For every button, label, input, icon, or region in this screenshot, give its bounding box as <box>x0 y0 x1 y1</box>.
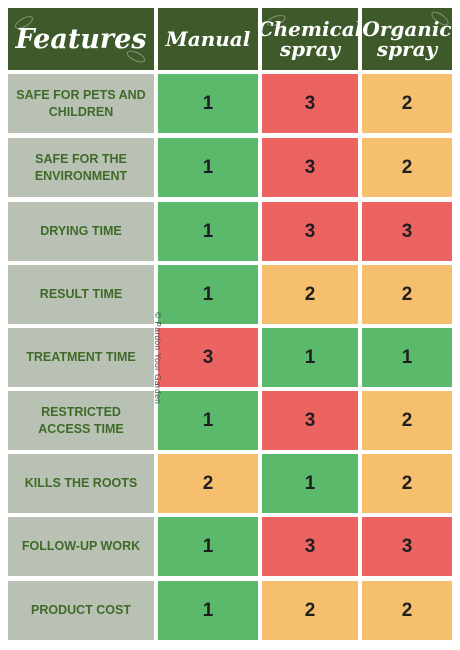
score-cell-manual: 1 <box>158 74 258 133</box>
column-header-label: Organic spray <box>362 17 452 61</box>
score-cell-organic-spray: 2 <box>362 391 452 450</box>
features-header: Features <box>8 8 154 70</box>
score-cell-chemical-spray: 3 <box>262 391 358 450</box>
score-cell-chemical-spray: 3 <box>262 74 358 133</box>
score-cell-organic-spray: 3 <box>362 202 452 261</box>
score-cell-chemical-spray: 1 <box>262 454 358 513</box>
feature-label: PRODUCT COST <box>8 581 154 640</box>
score-cell-chemical-spray: 3 <box>262 138 358 197</box>
score-cell-manual: 1 <box>158 517 258 576</box>
feature-label: TREATMENT TIME <box>8 328 154 387</box>
score-cell-manual: 1 <box>158 265 258 324</box>
feature-label: KILLS THE ROOTS <box>8 454 154 513</box>
column-header-chemical-spray: Chemical spray <box>262 8 358 70</box>
score-cell-organic-spray: 3 <box>362 517 452 576</box>
score-cell-chemical-spray: 3 <box>262 517 358 576</box>
score-cell-organic-spray: 2 <box>362 454 452 513</box>
score-cell-manual: 1 <box>158 391 258 450</box>
feature-label: SAFE FOR PETS AND CHILDREN <box>8 74 154 133</box>
score-cell-manual: 1 <box>158 581 258 640</box>
score-cell-chemical-spray: 2 <box>262 581 358 640</box>
score-cell-organic-spray: 1 <box>362 328 452 387</box>
score-cell-organic-spray: 2 <box>362 74 452 133</box>
copyright-watermark: © Pardon Your Garden <box>153 312 163 405</box>
column-header-label: Chemical spray <box>262 17 358 61</box>
score-cell-manual: 3 <box>158 328 258 387</box>
features-header-label: Features <box>15 23 147 55</box>
column-header-label: Manual <box>165 27 251 51</box>
score-cell-manual: 1 <box>158 202 258 261</box>
feature-label: DRYING TIME <box>8 202 154 261</box>
score-cell-chemical-spray: 2 <box>262 265 358 324</box>
score-cell-chemical-spray: 1 <box>262 328 358 387</box>
column-header-manual: Manual <box>158 8 258 70</box>
score-cell-organic-spray: 2 <box>362 138 452 197</box>
score-cell-chemical-spray: 3 <box>262 202 358 261</box>
column-header-organic-spray: Organic spray <box>362 8 452 70</box>
feature-label: RESTRICTED ACCESS TIME <box>8 391 154 450</box>
score-cell-manual: 2 <box>158 454 258 513</box>
feature-label: FOLLOW-UP WORK <box>8 517 154 576</box>
score-cell-organic-spray: 2 <box>362 265 452 324</box>
feature-label: RESULT TIME <box>8 265 154 324</box>
feature-label: SAFE FOR THE ENVIRONMENT <box>8 138 154 197</box>
score-cell-manual: 1 <box>158 138 258 197</box>
score-cell-organic-spray: 2 <box>362 581 452 640</box>
